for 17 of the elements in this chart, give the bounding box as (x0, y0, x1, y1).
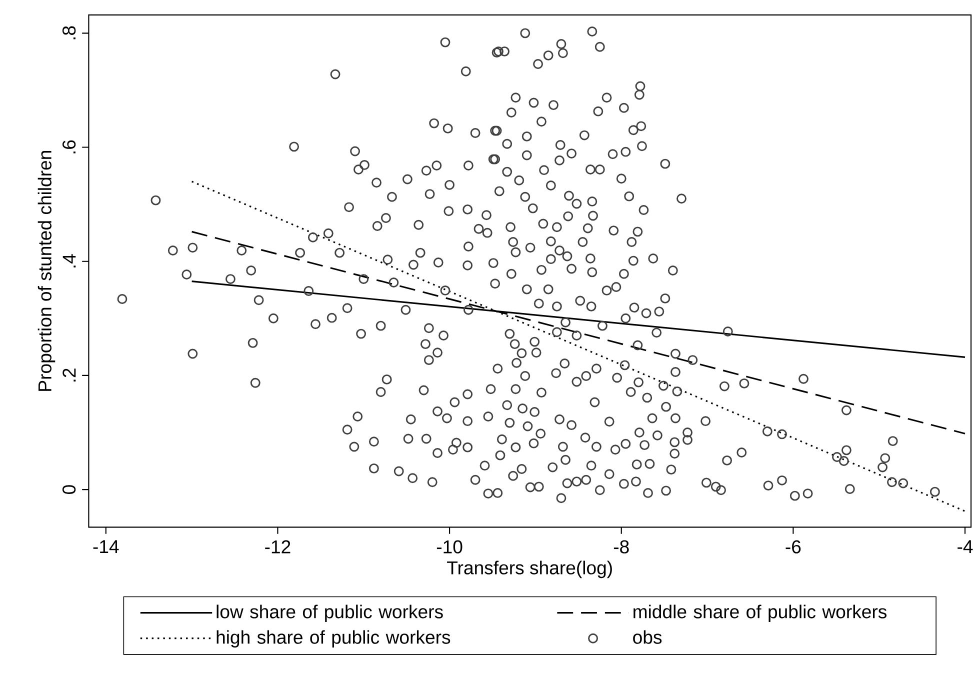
legend-label: low share of public workers (216, 604, 443, 622)
y-tick-label: .8 (62, 26, 76, 40)
x-tick-label: -4 (958, 540, 973, 553)
legend-label: obs (633, 630, 662, 644)
legend-label: middle share of public workers (634, 604, 886, 622)
y-tick-label: 0 (62, 484, 76, 494)
legend-label: high share of public workers (216, 630, 450, 648)
x-axis-title: Transfers share(log) (447, 560, 612, 578)
x-tick-label: -6 (786, 540, 801, 554)
x-tick-label: -10 (436, 540, 462, 554)
x-tick-label: -8 (614, 540, 629, 554)
y-tick-label: .2 (62, 368, 76, 382)
y-tick-label: .6 (62, 140, 76, 154)
x-tick-label: -14 (93, 540, 119, 553)
x-tick-label: -12 (265, 540, 290, 554)
y-tick-label: .4 (62, 254, 76, 268)
y-axis-title: Proportion of stunted children (38, 150, 56, 391)
